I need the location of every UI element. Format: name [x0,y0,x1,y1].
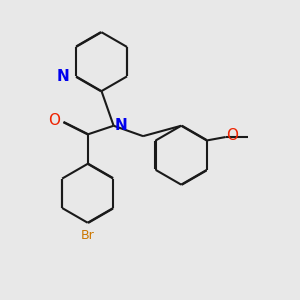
Text: O: O [48,113,60,128]
Text: N: N [57,69,70,84]
Text: N: N [114,118,127,133]
Text: Br: Br [81,229,94,242]
Text: O: O [226,128,238,143]
